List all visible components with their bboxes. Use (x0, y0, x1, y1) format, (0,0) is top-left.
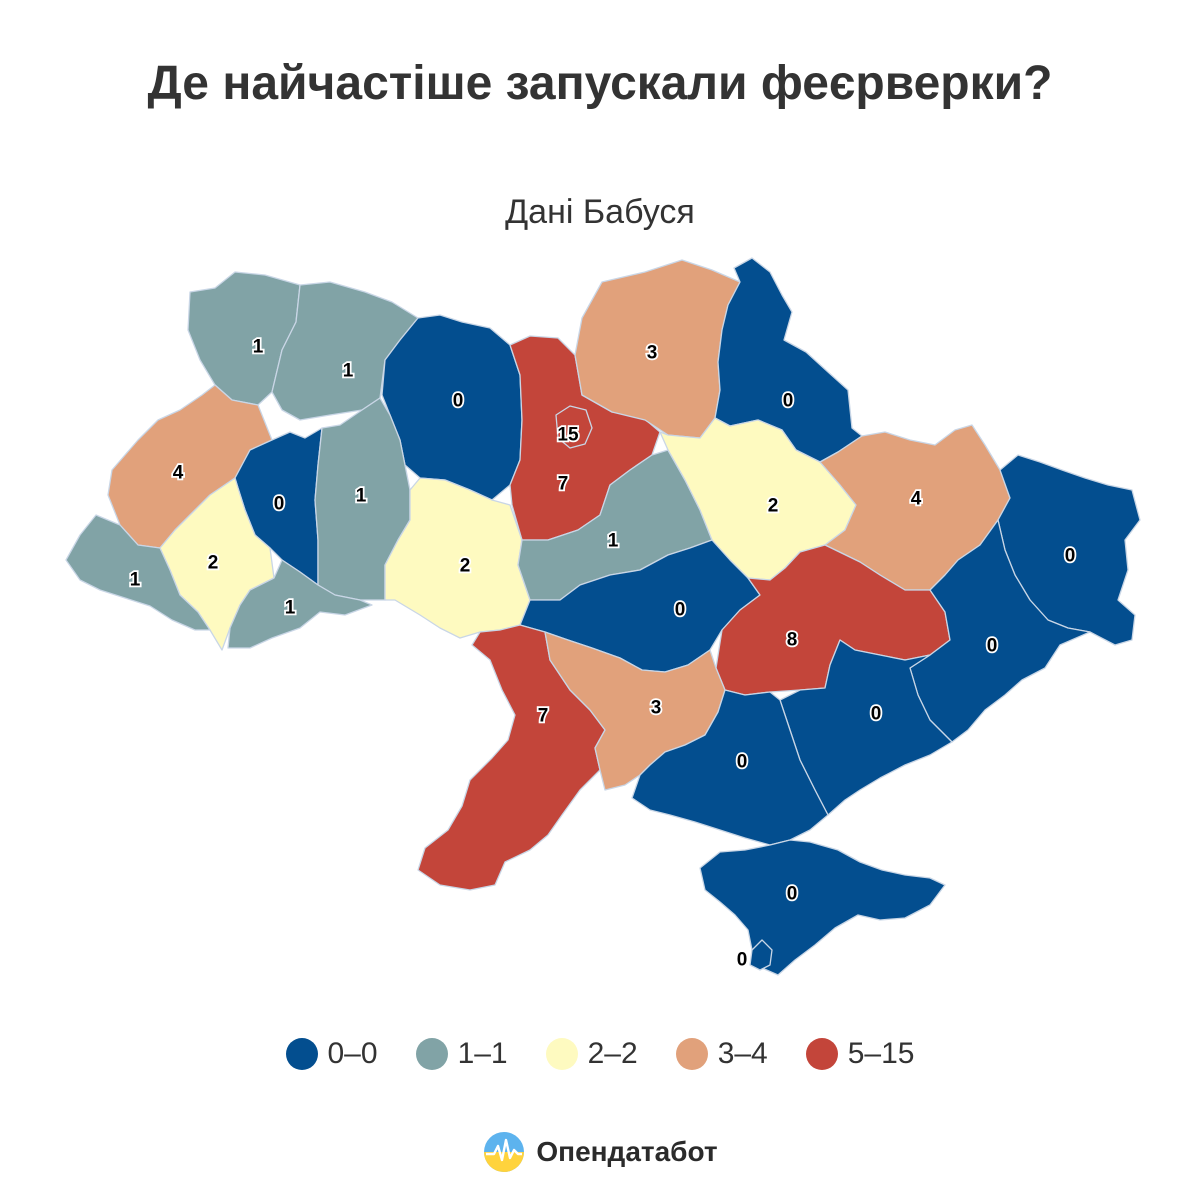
legend-item-0[interactable]: 0–0 (285, 1037, 378, 1071)
value-label-cherkasy: 1 (608, 531, 619, 552)
legend-swatch (805, 1038, 838, 1070)
value-label-rivne: 1 (343, 361, 354, 382)
value-label-donetsk: 0 (987, 636, 998, 657)
value-label-poltava: 2 (768, 496, 779, 517)
value-label-vinnytsia: 2 (460, 556, 471, 577)
legend-item-1[interactable]: 1–1 (415, 1037, 508, 1071)
legend-label: 5–15 (847, 1037, 915, 1070)
map-title: Де найчастіше запускали феєрверки? (147, 57, 1053, 110)
value-label-chernivtsi: 1 (285, 598, 296, 619)
legend-item-2[interactable]: 2–2 (545, 1037, 638, 1071)
value-label-sumy: 0 (783, 391, 794, 412)
value-label-dnipropetrovsk: 8 (787, 630, 798, 651)
legend-swatch (285, 1038, 318, 1070)
legend-swatch (545, 1038, 578, 1070)
legend: 0–0 1–1 2–2 3–4 5–15 (0, 1030, 1200, 1078)
value-label-crimea: 0 (787, 884, 798, 905)
value-label-khmelnytskyi: 1 (356, 486, 367, 507)
value-label-odesa: 7 (538, 706, 549, 727)
region-kherson[interactable] (631, 689, 829, 846)
value-label-kharkiv: 4 (911, 489, 922, 510)
value-label-mykolaiv: 3 (651, 698, 662, 719)
sun-over-waveform-icon (484, 1132, 525, 1172)
legend-item-4[interactable]: 5–15 (805, 1037, 915, 1071)
value-label-ternopil: 0 (274, 494, 285, 515)
value-label-kyiv-oblast: 7 (558, 474, 569, 495)
value-label-lviv: 4 (173, 463, 184, 484)
value-label-zhytomyr: 0 (453, 391, 464, 412)
region-kyiv-city[interactable] (555, 405, 593, 449)
legend-swatch (415, 1038, 448, 1070)
value-label-chernihiv: 3 (647, 343, 658, 364)
value-label-volyn: 1 (253, 337, 264, 358)
map-subtitle: Дані Бабуся (505, 193, 695, 231)
legend-label: 2–2 (587, 1037, 638, 1070)
value-label-kherson: 0 (737, 752, 748, 773)
value-label-luhansk: 0 (1065, 546, 1076, 567)
value-label-sevastopol: 0 (737, 950, 748, 971)
value-label-zaporizhzhia: 0 (871, 704, 882, 725)
region-sevastopol[interactable] (749, 939, 773, 971)
legend-label: 0–0 (327, 1037, 378, 1070)
legend-item-3[interactable]: 3–4 (675, 1037, 768, 1071)
value-label-kyiv-city: 15 (557, 425, 579, 446)
region-zakarpattia[interactable] (65, 514, 211, 631)
legend-swatch (675, 1038, 708, 1070)
brand-footer: Опендатабот (0, 1128, 1200, 1176)
brand-name: Опендатабот (536, 1136, 718, 1167)
legend-label: 3–4 (717, 1037, 768, 1070)
region-chernivtsi[interactable] (227, 559, 373, 649)
value-label-kirovohrad: 0 (675, 600, 686, 621)
value-label-zakarpattia: 1 (130, 570, 141, 591)
legend-label: 1–1 (457, 1037, 508, 1070)
value-label-ivano-frankivsk: 2 (208, 553, 219, 574)
